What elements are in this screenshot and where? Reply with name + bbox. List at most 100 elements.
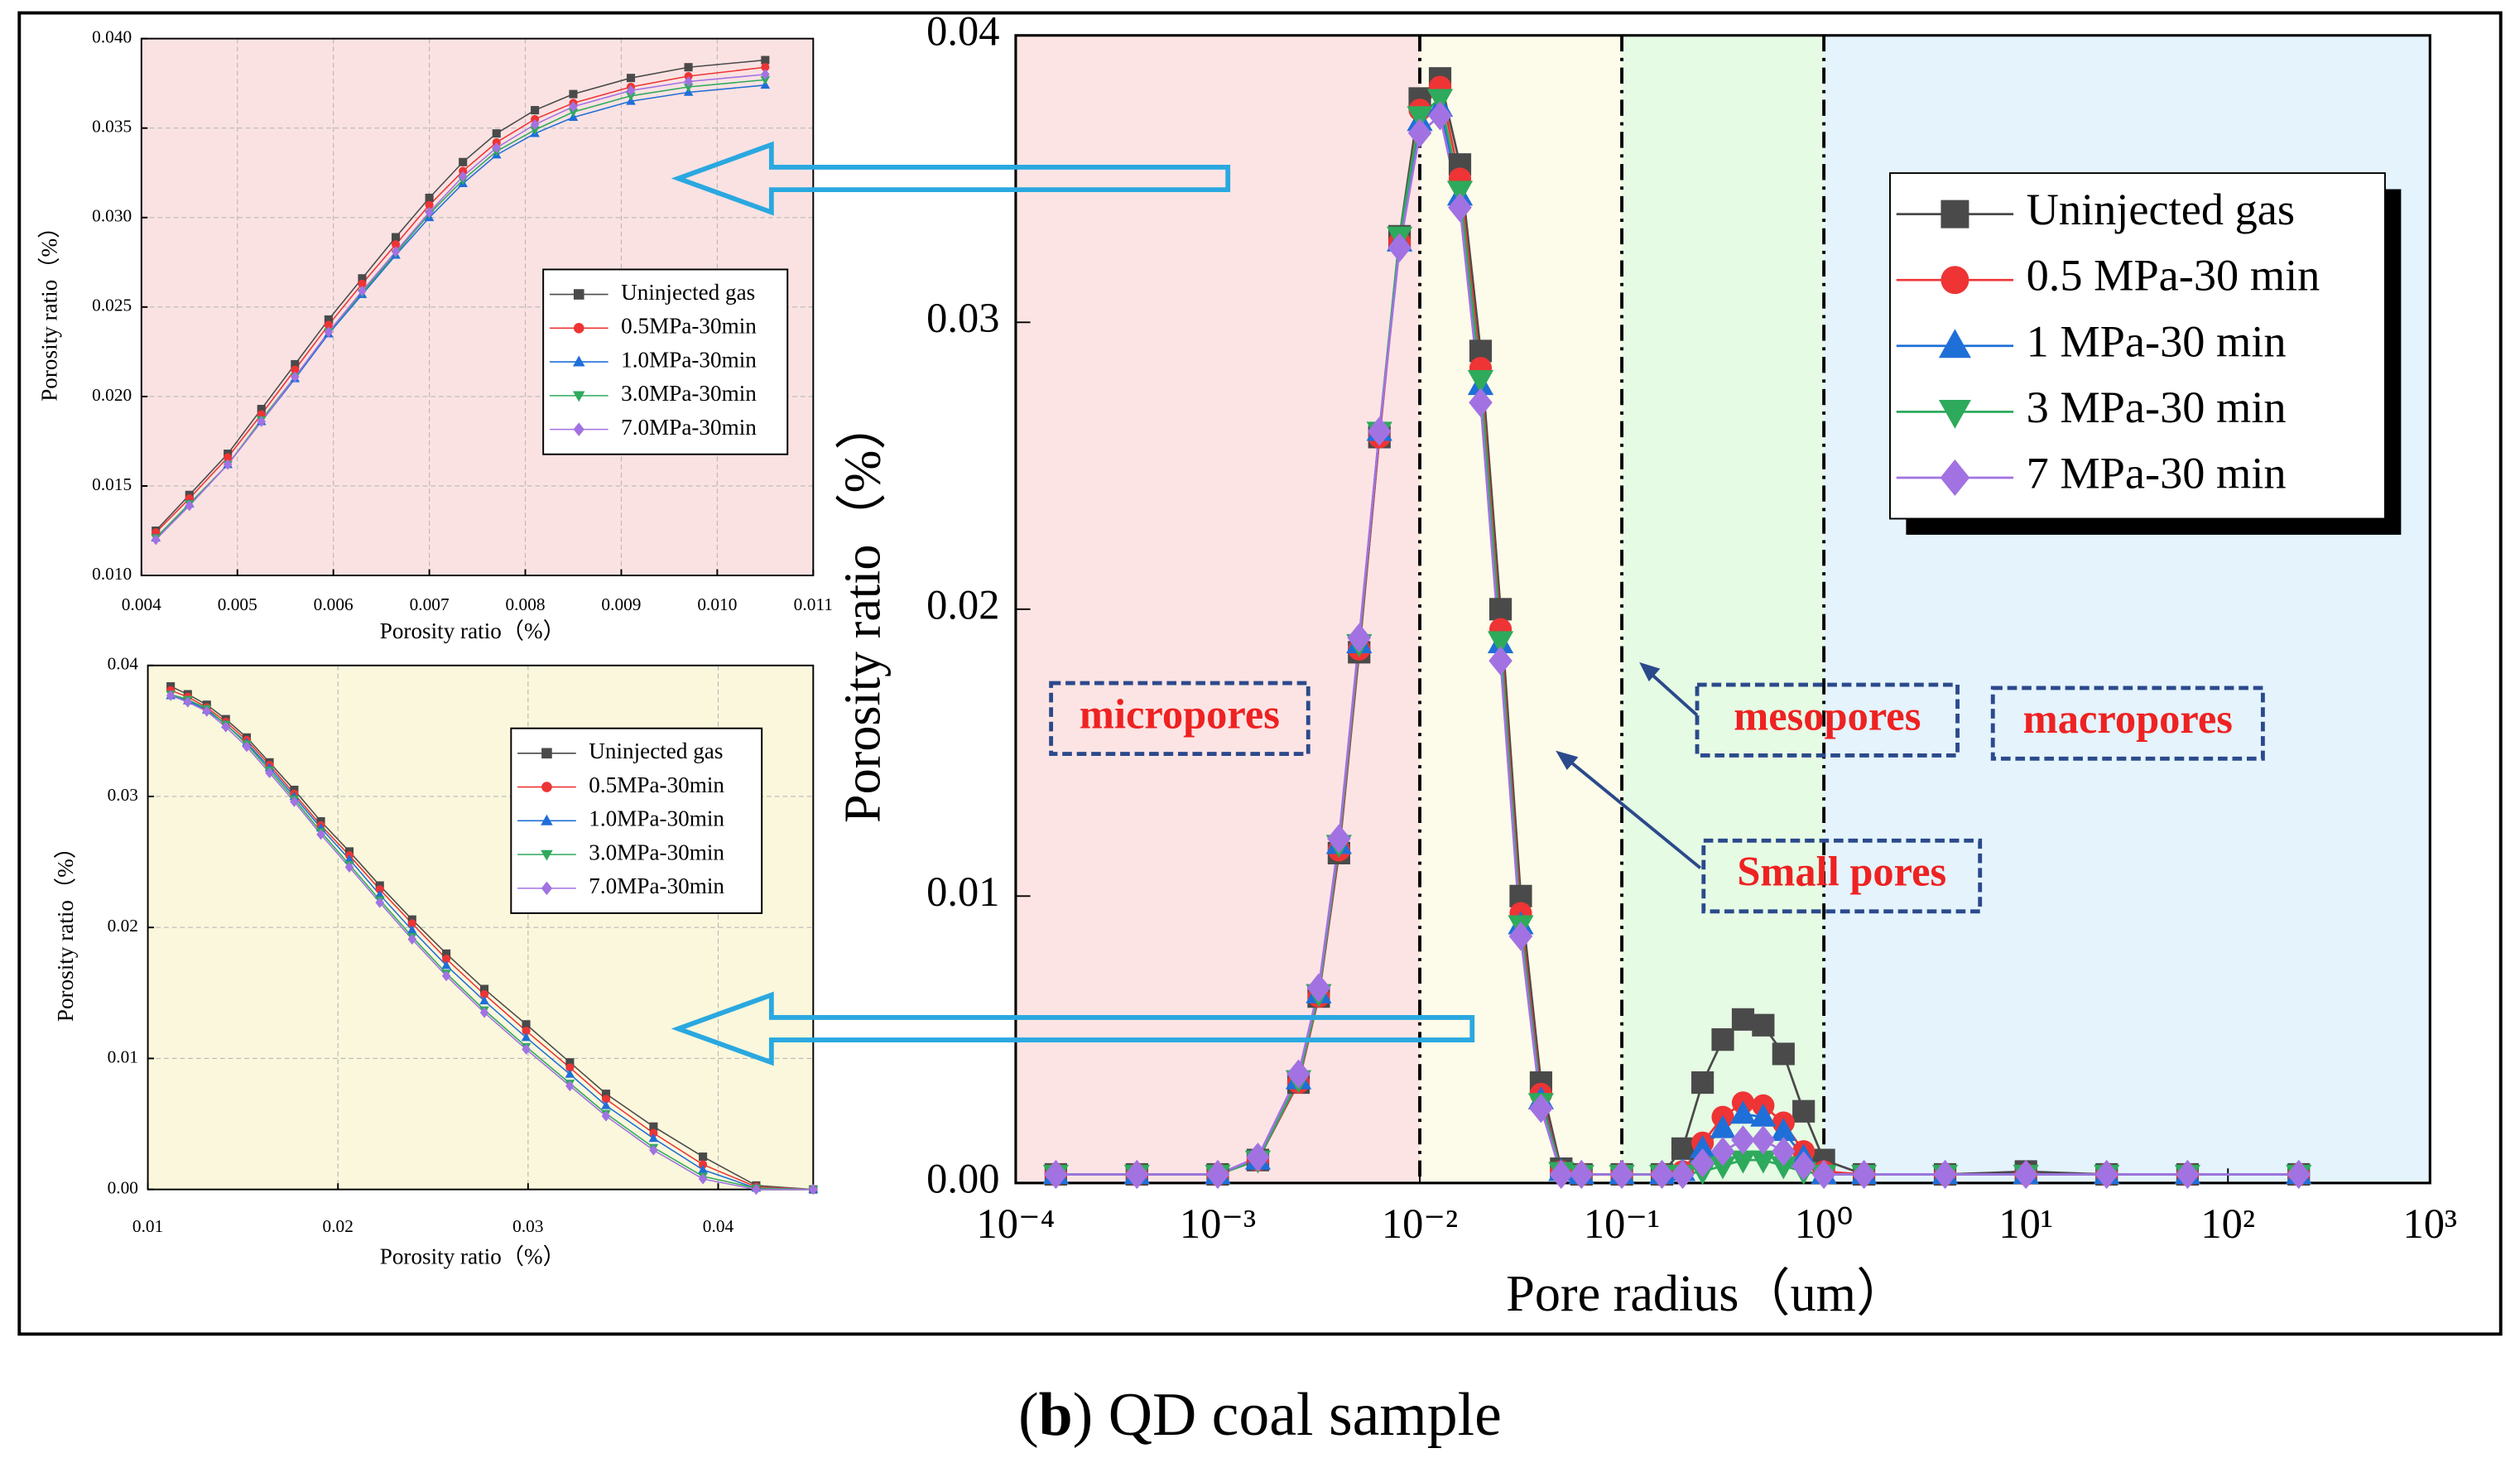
- pore-region: [1015, 35, 1421, 1183]
- inset-arrow: [671, 991, 1475, 1066]
- data-point: [1469, 339, 1493, 363]
- data-point: [291, 365, 300, 374]
- data-point: [699, 1152, 708, 1162]
- caption: (b) QD coal sample: [1018, 1380, 1502, 1448]
- y-tick-label: 0.00: [108, 1178, 138, 1198]
- data-point: [1710, 1156, 1736, 1180]
- legend-marker: [573, 289, 584, 300]
- data-point: [344, 854, 354, 864]
- x-tick-label: 0.03: [512, 1216, 543, 1236]
- y-tick-label: 0.01: [926, 869, 999, 915]
- pore-region: [1622, 35, 1825, 1183]
- data-point: [1770, 1156, 1796, 1180]
- data-point: [224, 453, 233, 462]
- legend-marker: [1940, 266, 1969, 295]
- data-point: [1852, 1159, 1876, 1190]
- data-point: [1426, 89, 1454, 113]
- arrows: [671, 141, 1702, 1066]
- pointer-arrow: [1647, 671, 1699, 717]
- data-point: [406, 925, 417, 934]
- legend-marker: [541, 881, 553, 896]
- legend-label: 1.0MPa-30min: [589, 806, 724, 831]
- annotation: micropores: [1080, 690, 1280, 737]
- data-point: [683, 83, 694, 93]
- data-point: [1650, 1159, 1674, 1190]
- data-point: [760, 76, 771, 85]
- inset-arrow: [671, 141, 1231, 216]
- data-point: [1508, 921, 1533, 951]
- data-point: [522, 1027, 531, 1036]
- data-point: [1407, 106, 1433, 130]
- series-line: [170, 695, 814, 1191]
- data-point: [521, 1032, 531, 1042]
- data-point: [649, 1122, 658, 1131]
- data-point: [407, 919, 416, 928]
- data-point: [479, 995, 489, 1005]
- data-point: [565, 1069, 575, 1078]
- charts: 0.00 0.01 0.02 0.03 0.04 10⁻⁴ 10⁻³ 10⁻² 10⁻¹ 10⁰ 1…: [36, 7, 2457, 1322]
- legend-label: 0.5MPa-30min: [589, 772, 724, 797]
- y-tick-label: 0.04: [926, 7, 999, 54]
- y-axis-label: Porosity ratio（%）: [835, 399, 892, 823]
- data-point: [1488, 598, 1512, 621]
- data-point: [626, 92, 636, 101]
- x-tick-label: 0.004: [122, 594, 161, 614]
- data-point: [626, 84, 636, 96]
- legend-label: 0.5 MPa-30 min: [2027, 251, 2320, 301]
- data-point: [1306, 973, 1331, 1003]
- legend-marker: [541, 748, 552, 759]
- data-point: [242, 741, 252, 753]
- data-point: [1448, 193, 1472, 223]
- annotation-box: [1049, 681, 1310, 756]
- plot-frame: [140, 37, 815, 577]
- data-point: [1367, 416, 1392, 446]
- data-point: [2094, 1159, 2118, 1190]
- data-point: [1509, 884, 1532, 907]
- annotation-box: [1695, 682, 1960, 758]
- data-point: [358, 285, 367, 296]
- data-point: [601, 1095, 611, 1104]
- data-point: [649, 1128, 658, 1138]
- data-point: [761, 55, 770, 65]
- data-point: [649, 1144, 658, 1156]
- series-line: [170, 690, 814, 1191]
- data-point: [324, 320, 333, 330]
- legend-label: 1.0MPa-30min: [621, 347, 757, 372]
- data-point: [1467, 370, 1494, 393]
- data-point: [492, 129, 501, 138]
- data-point: [441, 960, 451, 970]
- x-tick-label: 10¹: [1998, 1201, 2053, 1247]
- y-tick-label: 0.040: [92, 27, 132, 47]
- legend-marker: [541, 782, 552, 792]
- data-point: [565, 1080, 575, 1092]
- annotation: macropores: [2023, 695, 2233, 742]
- y-tick-label: 0.025: [92, 296, 132, 315]
- data-point: [1752, 1013, 1775, 1037]
- data-point: [1710, 1114, 1736, 1138]
- y-axis-label: Porosity ratio（%）: [36, 216, 61, 402]
- data-point: [442, 955, 451, 964]
- x-tick-label: 10³: [2402, 1201, 2457, 1247]
- data-point: [1711, 1028, 1734, 1051]
- data-point: [809, 1184, 818, 1196]
- data-point: [1811, 1159, 1836, 1190]
- series-line: [155, 74, 766, 541]
- y-tick-label: 0.04: [108, 654, 139, 674]
- data-point: [2287, 1159, 2311, 1190]
- legend-marker: [1938, 399, 1971, 429]
- x-axis-label: Pore radius（um）: [1506, 1266, 1907, 1322]
- data-point: [565, 1063, 575, 1072]
- pointer-arrow: [1567, 758, 1702, 869]
- x-tick-label: 0.04: [703, 1216, 734, 1236]
- y-tick-label: 0.01: [108, 1047, 138, 1066]
- x-tick-label: 0.009: [601, 594, 641, 614]
- data-point: [1750, 1103, 1777, 1127]
- data-point: [1772, 1042, 1795, 1066]
- data-point: [1488, 646, 1512, 676]
- legend-label: Uninjected gas: [589, 739, 723, 763]
- data-point: [569, 89, 578, 99]
- chart: 0.010 0.015 0.020 0.025 0.030 0.035 0.040 0.004…: [36, 27, 833, 644]
- legend-label: 7 MPa-30 min: [2027, 448, 2287, 498]
- annotation-box: [1990, 686, 2265, 761]
